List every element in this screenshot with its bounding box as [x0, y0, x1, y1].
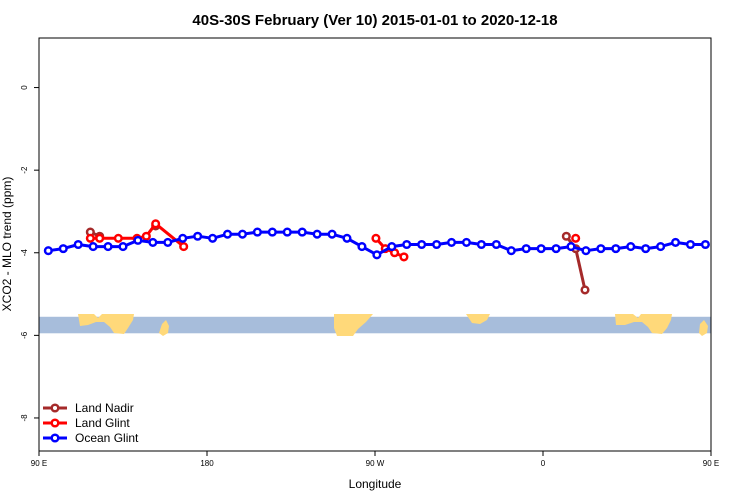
data-point-ocean-glint: [641, 244, 651, 254]
data-point-ocean-glint: [267, 227, 277, 237]
data-point-ocean-glint: [446, 237, 457, 247]
y-axis-label: XCO2 - MLO trend (ppm): [0, 177, 14, 312]
chart-title: 40S-30S February (Ver 10) 2015-01-01 to …: [192, 12, 557, 29]
x-axis-label: Longitude: [349, 477, 402, 491]
x-tick-label: 90 E: [31, 459, 47, 468]
data-point-ocean-glint: [193, 231, 203, 241]
data-point-land-glint: [571, 233, 581, 243]
data-point-land-glint: [95, 233, 105, 243]
data-point-ocean-glint: [178, 233, 188, 243]
data-point-ocean-glint: [103, 242, 113, 252]
data-point-ocean-glint: [208, 233, 218, 243]
data-point-ocean-glint: [670, 237, 681, 247]
data-point-ocean-glint: [581, 246, 591, 256]
land-new-zealand: [159, 320, 169, 336]
data-point-ocean-glint: [551, 244, 561, 254]
data-point-land-glint: [141, 231, 151, 241]
data-point-land-nadir: [580, 285, 590, 295]
data-point-ocean-glint: [566, 242, 576, 252]
data-point-ocean-glint: [237, 229, 248, 239]
data-point-ocean-glint: [461, 237, 472, 247]
legend-label: Land Glint: [75, 416, 130, 430]
series-layer: [43, 219, 710, 295]
series-ocean-glint: [43, 227, 710, 260]
data-point-ocean-glint: [402, 239, 412, 250]
data-point-ocean-glint: [685, 239, 696, 250]
data-point-ocean-glint: [432, 239, 442, 250]
land-south-america: [334, 314, 373, 336]
data-point-ocean-glint: [88, 242, 98, 252]
data-point-ocean-glint: [700, 239, 710, 250]
land-africa: [466, 314, 490, 324]
data-point-ocean-glint: [342, 233, 352, 243]
y-tick-label: -2: [20, 166, 29, 174]
map-strip: [39, 314, 711, 336]
data-point-ocean-glint: [387, 242, 397, 252]
legend-item-land-nadir: Land Nadir: [43, 401, 134, 415]
data-point-ocean-glint: [596, 244, 606, 254]
data-point-ocean-glint: [118, 242, 128, 252]
y-tick-label: 0: [20, 85, 29, 90]
y-axis: 0 -2 -4 -6 -8: [20, 85, 39, 422]
x-tick-label: 90 E: [703, 459, 719, 468]
x-axis: 90 E 180 90 W 0 90 E: [31, 451, 719, 468]
data-point-ocean-glint: [491, 239, 501, 250]
data-point-land-nadir: [561, 231, 571, 241]
data-point-ocean-glint: [297, 227, 307, 237]
data-point-ocean-glint: [357, 242, 367, 252]
data-point-ocean-glint: [133, 235, 143, 245]
land-australia-repeat: [615, 314, 672, 334]
legend-label: Land Nadir: [75, 401, 134, 415]
data-point-land-glint: [151, 219, 161, 229]
data-point-ocean-glint: [222, 229, 233, 239]
y-tick-label: -6: [20, 331, 29, 339]
x-tick-label: 180: [200, 459, 214, 468]
data-point-ocean-glint: [656, 242, 666, 252]
legend-label: Ocean Glint: [75, 431, 139, 445]
data-point-ocean-glint: [417, 239, 427, 250]
data-point-land-glint: [399, 252, 409, 262]
land-australia: [78, 314, 134, 334]
data-point-ocean-glint: [536, 244, 546, 254]
data-point-ocean-glint: [252, 227, 262, 237]
data-point-ocean-glint: [163, 237, 173, 247]
data-point-land-glint: [371, 233, 381, 243]
data-point-ocean-glint: [148, 237, 158, 247]
data-point-land-glint: [179, 242, 189, 252]
data-point-land-glint: [85, 233, 95, 243]
data-point-ocean-glint: [506, 246, 516, 256]
data-point-ocean-glint: [372, 250, 382, 260]
data-point-land-glint: [113, 233, 123, 243]
legend-swatch-marker: [50, 433, 60, 443]
land-shapes: [78, 314, 708, 336]
data-point-ocean-glint: [521, 244, 531, 254]
land-new-zealand-repeat: [699, 320, 708, 336]
data-point-ocean-glint: [73, 239, 83, 250]
data-point-ocean-glint: [312, 229, 322, 239]
y-tick-label: -8: [20, 414, 29, 422]
y-tick-label: -4: [20, 249, 29, 257]
x-tick-label: 0: [541, 459, 546, 468]
ocean-band: [39, 316, 711, 334]
data-point-ocean-glint: [327, 229, 337, 239]
data-point-ocean-glint: [58, 244, 68, 254]
legend-swatch-marker: [50, 418, 60, 428]
data-point-ocean-glint: [476, 239, 486, 250]
legend-item-ocean-glint: Ocean Glint: [43, 431, 139, 445]
data-point-ocean-glint: [626, 242, 636, 252]
data-point-ocean-glint: [43, 246, 53, 256]
legend-swatch-marker: [50, 403, 60, 413]
data-point-ocean-glint: [282, 227, 292, 237]
data-point-ocean-glint: [611, 244, 621, 254]
legend-item-land-glint: Land Glint: [43, 416, 130, 430]
x-tick-label: 90 W: [366, 459, 385, 468]
